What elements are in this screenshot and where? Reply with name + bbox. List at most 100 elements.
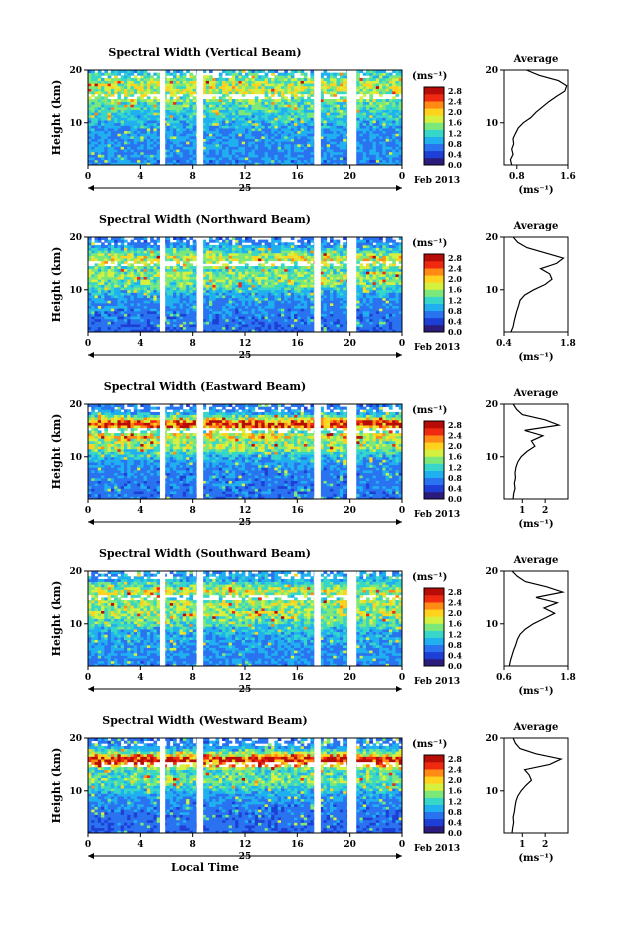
heatmap-cell (215, 281, 220, 285)
heatmap-cell (225, 109, 230, 113)
heatmap-cell (205, 157, 210, 161)
heatmap-cell (326, 77, 331, 81)
heatmap-cell (222, 252, 226, 256)
heatmap-cell (140, 273, 144, 277)
heatmap-cell (176, 99, 180, 103)
heatmap-cell (369, 135, 373, 140)
heatmap-cell (110, 93, 115, 97)
heatmap-cell (248, 70, 252, 74)
heatmap-cell (123, 138, 128, 142)
heatmap-cell (225, 93, 230, 97)
heatmap-cell (189, 263, 194, 267)
heatmap-cell (388, 143, 393, 147)
heatmap-cell (189, 93, 194, 97)
heatmap-cell (215, 159, 220, 163)
heatmap-cell (388, 72, 393, 76)
heatmap-cell (398, 106, 403, 110)
heatmap-cell (146, 300, 151, 304)
heatmap-cell (133, 80, 138, 84)
heatmap-cell (156, 305, 161, 309)
heatmap-cell (192, 297, 197, 301)
heatmap-cell (228, 239, 233, 243)
heatmap-cell (88, 80, 92, 84)
heatmap-cell (241, 143, 246, 147)
heatmap-cell (189, 308, 194, 312)
heatmap-cell (114, 239, 118, 243)
heatmap-cell (110, 154, 115, 158)
heatmap-cell (156, 268, 161, 272)
heatmap-cell (310, 101, 315, 105)
heatmap-cell (97, 162, 102, 166)
heatmap-cell (231, 316, 236, 320)
heatmap-cell (323, 162, 328, 166)
heatmap-cell (110, 318, 115, 322)
heatmap-cell (107, 149, 112, 153)
heatmap-cell (326, 72, 331, 76)
heatmap-cell (339, 162, 344, 166)
heatmap-cell (117, 266, 122, 270)
heatmap-cell (258, 80, 262, 84)
heatmap-cell (356, 128, 360, 132)
heatmap-cell (127, 268, 131, 272)
heatmap-cell (307, 138, 311, 142)
heatmap-cell (104, 83, 109, 87)
heatmap-cell (290, 96, 295, 100)
heatmap-cell (140, 143, 144, 147)
heatmap-cell (91, 122, 95, 126)
heatmap-cell (143, 247, 148, 251)
heatmap-cell (294, 96, 298, 100)
heatmap-cell (101, 242, 105, 246)
heatmap-cell (97, 305, 102, 309)
heatmap-cell (218, 255, 223, 259)
heatmap-cell (258, 112, 262, 116)
heatmap-cell (202, 101, 207, 105)
heatmap-cell (88, 112, 92, 116)
heatmap-cell (202, 271, 207, 275)
heatmap-cell (297, 112, 301, 116)
heatmap-cell (127, 128, 131, 132)
heatmap-cell (209, 316, 213, 320)
heatmap-cell (186, 70, 190, 74)
heatmap-cell (218, 281, 223, 285)
heatmap-cell (215, 154, 220, 158)
heatmap-cell (101, 310, 105, 314)
heatmap-cell (395, 109, 400, 113)
heatmap-cell (303, 72, 308, 76)
heatmap-cell (245, 239, 249, 243)
heatmap-cell (330, 109, 334, 113)
heatmap-cell (127, 266, 131, 270)
heatmap-cell (117, 141, 122, 145)
heatmap-cell (225, 252, 230, 256)
heatmap-cell (264, 99, 269, 103)
heatmap-cell (130, 101, 135, 105)
heatmap-cell (277, 135, 282, 140)
heatmap-cell (212, 96, 216, 100)
heatmap-cell (375, 91, 380, 95)
heatmap-cell (173, 128, 177, 132)
heatmap-cell (150, 151, 154, 155)
heatmap-cell (385, 162, 390, 166)
heatmap-cell (258, 125, 262, 129)
heatmap-cell (127, 77, 131, 81)
heatmap-cell (153, 128, 158, 132)
heatmap-cell (294, 162, 298, 166)
heatmap-cell (97, 318, 102, 322)
heatmap-cell (369, 143, 373, 147)
heatmap-cell (120, 125, 125, 129)
heatmap-cell (320, 151, 324, 155)
heatmap-cell (97, 85, 102, 89)
heatmap-cell (202, 162, 207, 166)
heatmap-cell (123, 292, 128, 296)
heatmap-cell (205, 77, 210, 81)
heatmap-cell (395, 146, 400, 150)
heatmap-cell (228, 324, 233, 328)
heatmap-cell (375, 125, 380, 129)
heatmap-cell (94, 157, 99, 161)
heatmap-cell (284, 114, 288, 118)
colorbar-tick-label: 0.4 (448, 149, 462, 159)
heatmap-cell (140, 80, 144, 84)
heatmap-cell (366, 91, 370, 95)
heatmap-cell (303, 91, 308, 95)
heatmap-cell (310, 159, 315, 163)
heatmap-cell (130, 146, 135, 150)
